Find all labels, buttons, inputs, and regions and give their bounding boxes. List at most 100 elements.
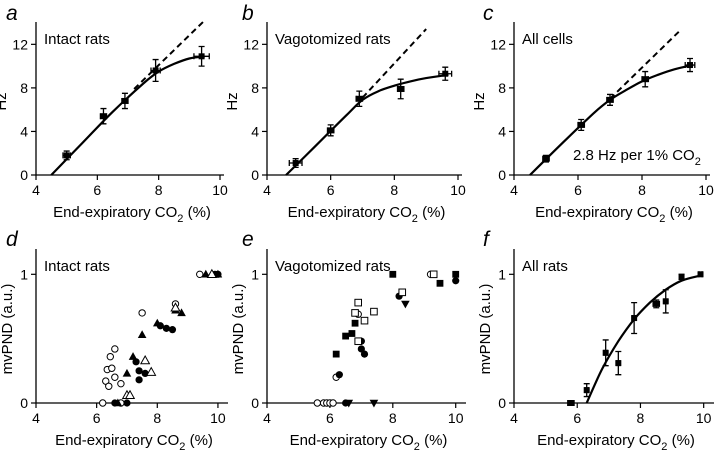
panel-b-point-0	[292, 160, 299, 167]
panel-d-series-0-point-8	[117, 379, 125, 388]
panel-d-ytick-label-0: 0	[20, 395, 28, 411]
panel-c-slope-annotation: 2.8 Hz per 1% CO2	[573, 147, 701, 168]
panel-e-series-3-point-4	[389, 270, 397, 278]
panel-d-series-2-point-2	[128, 352, 138, 360]
panel-b-linear-extrapolation	[361, 28, 427, 99]
panel-b-point-4	[442, 70, 449, 77]
panel-b-xtick-label-1: 6	[327, 182, 335, 198]
panel-d-series-2-point-7	[201, 269, 211, 278]
panel-a-ytick-label-0: 0	[20, 167, 28, 183]
panel-e-series-4-point-0	[344, 399, 354, 408]
panel-c-point-3	[642, 76, 649, 83]
panel-d-series-1-point-3	[135, 367, 143, 375]
panel-e-series-0-point-0	[313, 399, 322, 407]
panel-f-xtick-label-3: 10	[696, 410, 712, 426]
panel-e-series-3-point-6	[452, 270, 460, 278]
panel-e-series-2-point-3	[360, 316, 369, 325]
panel-a-xlabel: End-expiratory CO2 (%)	[53, 204, 211, 225]
panel-d-ylabel: mvPND (a.u.)	[0, 284, 16, 375]
panel-d-series-0-point-4	[106, 352, 114, 361]
panel-c-ytick-label-0: 0	[498, 167, 506, 183]
panel-d-series-0-point-5	[108, 364, 116, 372]
panel-e-title: Vagotomized rats	[275, 258, 391, 275]
panel-e-series-2-point-5	[398, 288, 407, 297]
panel-d-series-3-point-5	[206, 268, 218, 279]
panel-b-ytick-label-1: 4	[251, 123, 259, 139]
panel-b-ytick-label-3: 12	[243, 36, 259, 52]
panel-d-chart: 4 6 8 10 0 1 End-expiratory CO2 (%) mvPND (a.u.…	[0, 249, 228, 453]
panel-d-xtick-label-2: 8	[153, 410, 161, 426]
panel-e-series-2-point-2	[354, 337, 363, 346]
panel-letter-c: c	[483, 2, 494, 25]
panel-e-xtick-label-1: 6	[326, 410, 334, 426]
panel-f-point-0	[567, 400, 574, 406]
panel-a-point-3	[152, 67, 159, 74]
panel-f-point-7	[678, 273, 685, 280]
panel-f-xtick-label-1: 6	[573, 410, 581, 426]
panel-e-ytick-label-0: 0	[251, 395, 259, 411]
panel-e-series-1-point-7	[452, 277, 460, 285]
panel-d-series-3-point-2	[140, 355, 151, 365]
panel-e-series-3-point-2	[348, 330, 356, 337]
panel-a-linear-extrapolation	[133, 19, 206, 90]
panel-e-ytick-label-1: 1	[251, 266, 259, 282]
panel-a-xtick-label-1: 6	[93, 182, 101, 198]
panel-letter-a: a	[6, 2, 18, 25]
panel-b-ylabel: Hz	[224, 92, 241, 110]
panel-b-xtick-label-3: 10	[450, 182, 466, 198]
panel-d-series-2-point-8	[213, 269, 223, 278]
panel-c-ylabel: Hz	[471, 92, 488, 110]
panel-e-series-3-point-1	[342, 332, 350, 340]
panel-e-series-3-point-0	[332, 350, 340, 358]
panel-c-title: All cells	[522, 31, 573, 48]
panel-c-ytick-label-3: 12	[490, 36, 506, 52]
panel-c-point-0	[543, 155, 549, 162]
panel-e-chart: 4 6 8 10 0 1 End-expiratory CO2 (%) mvPND (a.u.…	[230, 249, 466, 453]
panel-a-xtick-label-3: 10	[212, 182, 228, 198]
panel-c-linear-extrapolation	[609, 29, 682, 100]
panel-d-series-1-point-8	[168, 326, 177, 334]
panel-a-ytick-label-3: 12	[12, 36, 28, 52]
panel-letter-f: f	[483, 228, 491, 251]
panel-c-point-1	[578, 121, 585, 128]
panel-d-series-0-point-12	[196, 270, 204, 279]
panel-d-xlabel: End-expiratory CO2 (%)	[55, 432, 213, 453]
panel-b-xtick-label-2: 8	[390, 182, 398, 198]
panel-e-series-2-point-1	[354, 298, 363, 307]
panel-f-xlabel: End-expiratory CO2 (%)	[537, 432, 695, 453]
panel-f-point-5	[653, 300, 660, 307]
panel-c-point-2	[607, 96, 613, 103]
panel-b-xlabel: End-expiratory CO2 (%)	[288, 204, 446, 225]
panel-e-series-3-point-5	[436, 279, 444, 287]
panel-d-series-2-point-0	[113, 398, 123, 407]
panel-d-series-2-point-6	[177, 308, 186, 317]
panel-d-ytick-label-1: 1	[20, 266, 28, 282]
panel-c-ytick-label-1: 4	[498, 123, 506, 139]
panel-c-fit-curve	[529, 63, 694, 176]
panel-e-series-1-point-0	[335, 371, 343, 379]
panel-d-title: Intact rats	[44, 258, 110, 275]
panel-d-series-1-point-7	[162, 324, 170, 332]
panel-a-title: Intact rats	[44, 31, 110, 48]
panel-d-series-0-point-0	[99, 399, 107, 407]
panel-a-point-1	[100, 113, 107, 120]
panel-f-point-1	[583, 387, 590, 394]
panel-e-series-2-point-0	[351, 309, 359, 317]
panel-b-title: Vagotomized rats	[275, 31, 391, 48]
panel-a-ylabel: Hz	[0, 92, 10, 110]
panel-b-fit-curve	[285, 73, 449, 176]
panel-a-point-4	[198, 53, 205, 60]
panel-f-title: All rats	[522, 258, 568, 275]
panel-a-point-0	[63, 152, 70, 159]
panel-e-series-0-point-4	[329, 399, 337, 407]
panel-d-series-2-point-1	[122, 368, 132, 377]
panel-a-ytick-label-1: 4	[20, 123, 28, 139]
panel-d-series-0-point-7	[111, 373, 119, 381]
panel-e-series-4-point-2	[401, 300, 410, 309]
panel-c-xtick-label-2: 8	[638, 182, 646, 198]
panel-f-point-6	[662, 298, 669, 305]
panel-d-series-3-point-1	[124, 389, 136, 399]
panel-d-series-3-point-3	[146, 366, 157, 376]
panel-d-series-2-point-4	[152, 318, 162, 327]
